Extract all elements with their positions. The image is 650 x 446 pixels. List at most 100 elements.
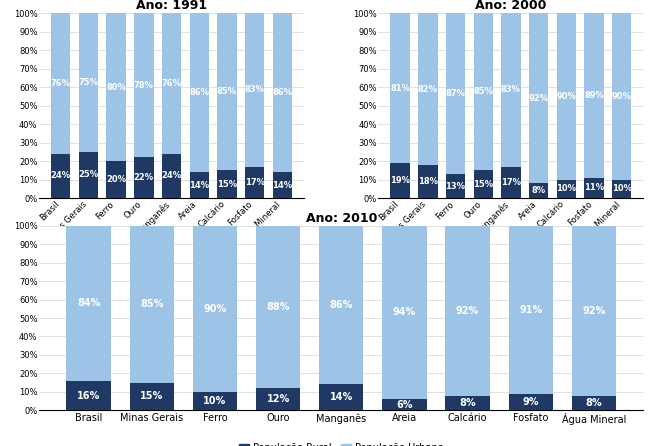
Text: 8%: 8% [532,186,546,195]
Text: 88%: 88% [266,302,290,312]
Legend: População Rural, População Urbana: População Rural, População Urbana [405,301,617,319]
Title: Ano: 1991: Ano: 1991 [136,0,207,12]
Text: 81%: 81% [390,84,410,93]
Text: 11%: 11% [584,183,604,192]
Bar [107,161,126,198]
Bar [382,226,426,399]
Bar [474,170,493,198]
Bar [446,174,465,198]
Text: 8%: 8% [460,398,476,408]
Text: 12%: 12% [266,394,290,404]
Text: 94%: 94% [393,307,416,318]
Bar [134,13,153,157]
Text: 92%: 92% [528,94,549,103]
Legend: População Rural, População Urbana: População Rural, População Urbana [235,439,447,446]
Bar [256,388,300,410]
Bar [612,180,631,198]
Title: Ano: 2000: Ano: 2000 [475,0,547,12]
Text: 90%: 90% [203,304,227,314]
Bar [474,13,493,170]
Text: 17%: 17% [501,178,521,187]
Bar [382,399,426,410]
Bar [509,226,553,394]
Text: 8%: 8% [586,398,603,408]
Text: 13%: 13% [445,182,465,190]
Bar [584,13,604,178]
Text: 85%: 85% [217,87,237,96]
Bar [51,13,70,154]
Bar [501,167,521,198]
Text: 86%: 86% [272,88,292,97]
Text: 85%: 85% [140,299,163,309]
Text: 87%: 87% [446,89,465,98]
Bar [572,226,616,396]
Text: 91%: 91% [519,305,542,315]
Bar [509,394,553,410]
Text: 14%: 14% [272,181,292,190]
Bar [245,167,265,198]
Bar [129,226,174,383]
Text: 18%: 18% [418,177,438,186]
Text: 85%: 85% [473,87,493,96]
Bar [134,157,153,198]
Text: 25%: 25% [79,170,99,179]
Bar [66,226,110,381]
Text: 92%: 92% [456,306,479,316]
Bar [319,226,363,384]
Bar [256,226,300,388]
Text: 10%: 10% [203,396,227,406]
Bar [217,170,237,198]
Bar [529,183,549,198]
Text: 80%: 80% [106,83,126,92]
Text: 83%: 83% [501,86,521,95]
Bar [418,165,437,198]
Bar [190,172,209,198]
Bar [162,13,181,154]
Text: 86%: 86% [330,300,353,310]
Text: 17%: 17% [244,178,265,187]
Text: 15%: 15% [140,392,163,401]
Text: 16%: 16% [77,391,100,401]
Text: 14%: 14% [330,392,353,402]
Bar [319,384,363,410]
Text: 76%: 76% [162,79,181,88]
Text: 19%: 19% [390,176,410,185]
Text: 6%: 6% [396,400,413,410]
Text: 14%: 14% [189,181,209,190]
Bar [529,13,549,183]
Text: 75%: 75% [79,78,98,87]
Text: 83%: 83% [245,86,265,95]
Text: 10%: 10% [556,184,577,193]
Bar [584,178,604,198]
Text: 76%: 76% [51,79,71,88]
Bar [418,13,437,165]
Bar [129,383,174,410]
Text: 84%: 84% [77,298,100,308]
Title: Ano: 2010: Ano: 2010 [306,211,377,224]
Text: 86%: 86% [189,88,209,97]
Bar [193,392,237,410]
Bar [79,152,98,198]
Text: 9%: 9% [523,397,539,407]
Bar [51,154,70,198]
Text: 90%: 90% [556,92,577,101]
Bar [245,13,265,167]
Text: 15%: 15% [217,180,237,189]
Bar [217,13,237,170]
Text: 90%: 90% [612,92,632,101]
Text: 92%: 92% [582,306,606,316]
Bar [273,172,292,198]
Bar [107,13,126,161]
Bar [446,13,465,174]
Bar [391,163,410,198]
Bar [612,13,631,180]
Text: 89%: 89% [584,91,604,100]
Text: 24%: 24% [161,171,181,180]
Text: 24%: 24% [51,171,71,180]
Bar [556,13,576,180]
Bar [79,13,98,152]
Text: 15%: 15% [473,180,493,189]
Bar [556,180,576,198]
Bar [445,396,489,410]
Legend: População Rural, População Urbana: População Rural, População Urbana [66,301,278,319]
